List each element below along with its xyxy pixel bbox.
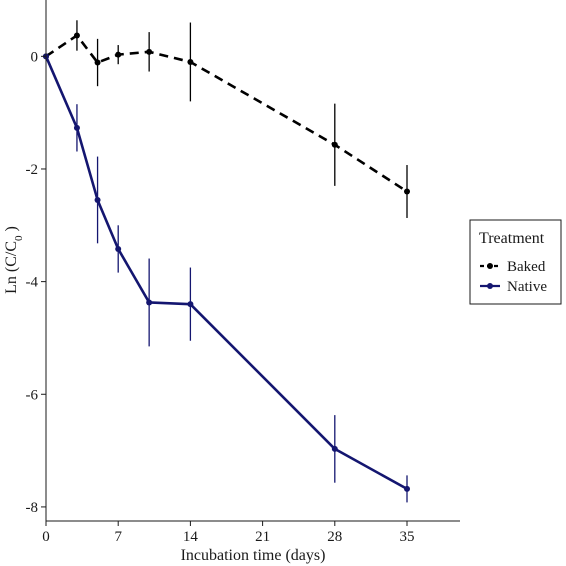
y-axis-title-main: Ln (C/C: [3, 241, 20, 294]
legend: Treatment Baked Native: [469, 219, 562, 305]
data-point-native: [115, 245, 122, 252]
data-point-baked: [73, 32, 80, 39]
legend-key-point-native: [487, 283, 493, 289]
data-point-baked: [404, 188, 410, 195]
series-baked: [43, 20, 410, 218]
data-point-native: [73, 124, 80, 131]
x-axis-title: Incubation time (days): [181, 547, 326, 564]
x-tick-label: 7: [114, 529, 122, 545]
data-point-native: [94, 196, 101, 203]
series-line-native: [44, 55, 408, 491]
y-tick-label: -6: [26, 387, 39, 403]
data-point-baked: [187, 58, 194, 65]
data-point-baked: [146, 48, 153, 55]
x-ticks: 0 7 14 21 28 35: [42, 521, 415, 545]
series-line-baked: [45, 34, 408, 193]
data-point-native: [331, 445, 338, 452]
legend-label-native: Native: [507, 279, 547, 295]
legend-title: Treatment: [479, 230, 545, 247]
y-tick-label: -4: [26, 275, 39, 291]
y-axis-title-sub: 0: [13, 235, 25, 241]
y-tick-label: 0: [31, 49, 39, 65]
legend-box: [469, 219, 562, 305]
x-tick-label: 35: [400, 529, 415, 545]
data-point-baked: [94, 59, 101, 66]
plot-area: [43, 20, 410, 503]
legend-key-point-baked: [487, 263, 493, 269]
axes: [45, 0, 460, 522]
y-axis-title: Ln (C/C0 ): [3, 226, 25, 294]
x-tick-label: 0: [42, 529, 50, 545]
x-tick-label: 28: [327, 529, 342, 545]
data-point-baked: [115, 51, 122, 58]
y-tick-label: -8: [26, 500, 39, 516]
x-tick-label: 21: [255, 529, 270, 545]
series-native: [43, 53, 410, 503]
x-tick-label: 14: [183, 529, 199, 545]
legend-entries: Baked Native: [480, 259, 547, 295]
data-point-baked: [331, 141, 338, 148]
y-axis-title-end: ): [3, 226, 20, 235]
data-point-native: [404, 485, 410, 492]
legend-label-baked: Baked: [507, 259, 546, 275]
data-point-native: [146, 299, 153, 306]
data-point-native: [187, 301, 194, 308]
y-tick-label: -2: [26, 162, 39, 178]
y-ticks: 0 -2 -4 -6 -8: [26, 49, 46, 516]
